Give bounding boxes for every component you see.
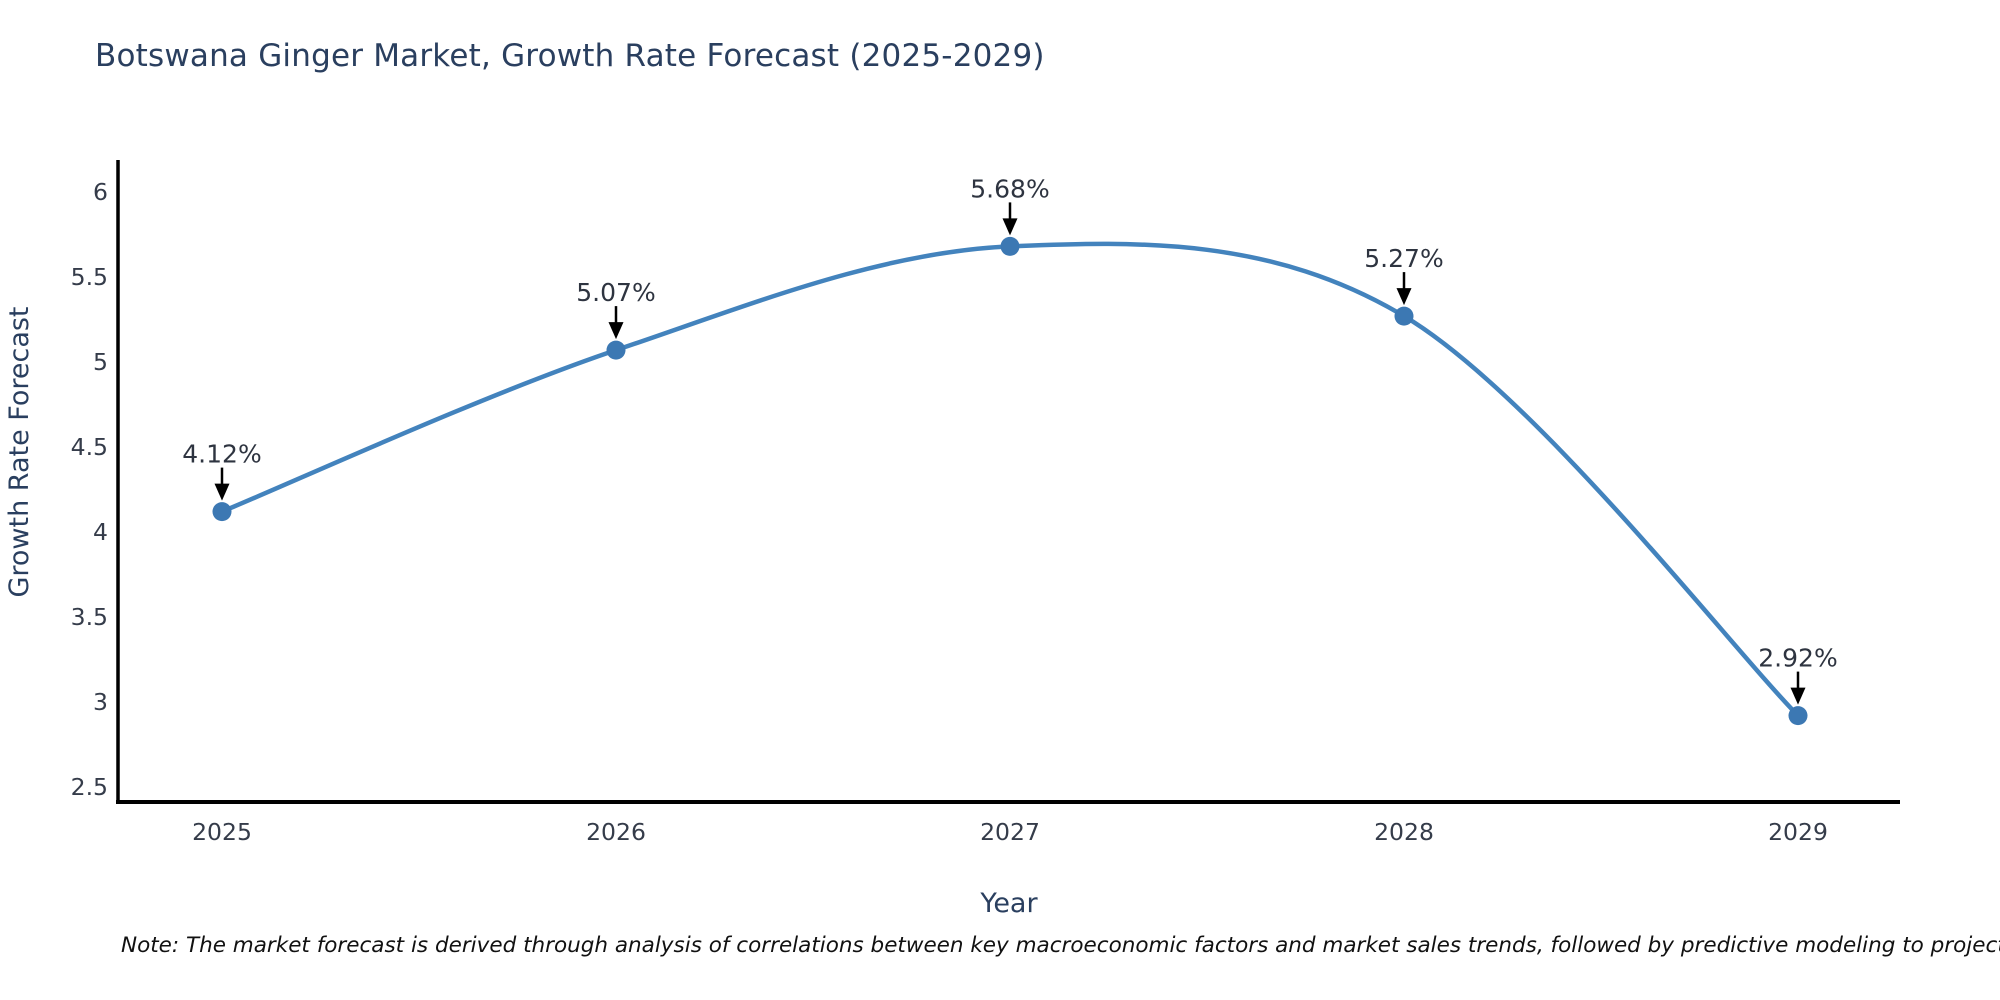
data-point-marker (606, 340, 626, 360)
annotation-arrowhead-icon (608, 322, 624, 340)
annotation-arrowhead-icon (214, 483, 230, 501)
x-axis-title: Year (979, 888, 1038, 919)
y-tick-label: 5 (93, 348, 108, 376)
data-point-marker (1000, 236, 1020, 256)
footnote: Note: The market forecast is derived thr… (121, 933, 2000, 958)
page-title: Botswana Ginger Market, Growth Rate Fore… (95, 38, 1045, 74)
data-point-annotations: 4.12% 5.07% 5.68% 5.27% 2.92% (182, 174, 1838, 705)
data-point-marker (1788, 706, 1808, 726)
y-tick-label: 4.5 (71, 433, 108, 461)
data-point-value-label: 5.68% (970, 174, 1049, 203)
data-point-value-label: 5.27% (1364, 244, 1443, 273)
y-tick-label: 4 (93, 518, 108, 546)
data-point-markers (212, 236, 1808, 726)
x-tick-label: 2028 (1374, 818, 1434, 846)
x-tick-label: 2026 (586, 818, 646, 846)
data-point-value-label: 5.07% (576, 278, 655, 307)
y-tick-label: 3 (93, 688, 108, 716)
annotation-arrowhead-icon (1790, 687, 1806, 705)
annotation-arrowhead-icon (1396, 288, 1412, 306)
forecast-line-series (219, 241, 1801, 718)
data-point-value-label: 2.92% (1758, 644, 1837, 673)
y-tick-label: 3.5 (71, 603, 108, 631)
x-tick-labels: 2025 2026 2027 2028 2029 (192, 818, 1828, 846)
y-tick-labels: 2.5 3 3.5 4 4.5 5 5.5 6 (71, 178, 108, 801)
y-tick-label: 6 (93, 178, 108, 206)
data-point-marker (1394, 306, 1414, 326)
data-point-marker (212, 502, 232, 522)
y-axis-title: Growth Rate Forecast (4, 306, 35, 597)
x-tick-label: 2029 (1768, 818, 1828, 846)
y-tick-label: 5.5 (71, 263, 108, 291)
x-tick-label: 2027 (980, 818, 1040, 846)
data-point-value-label: 4.12% (182, 440, 261, 469)
annotation-arrowhead-icon (1002, 218, 1018, 236)
y-tick-label: 2.5 (71, 773, 108, 801)
x-tick-label: 2025 (192, 818, 252, 846)
